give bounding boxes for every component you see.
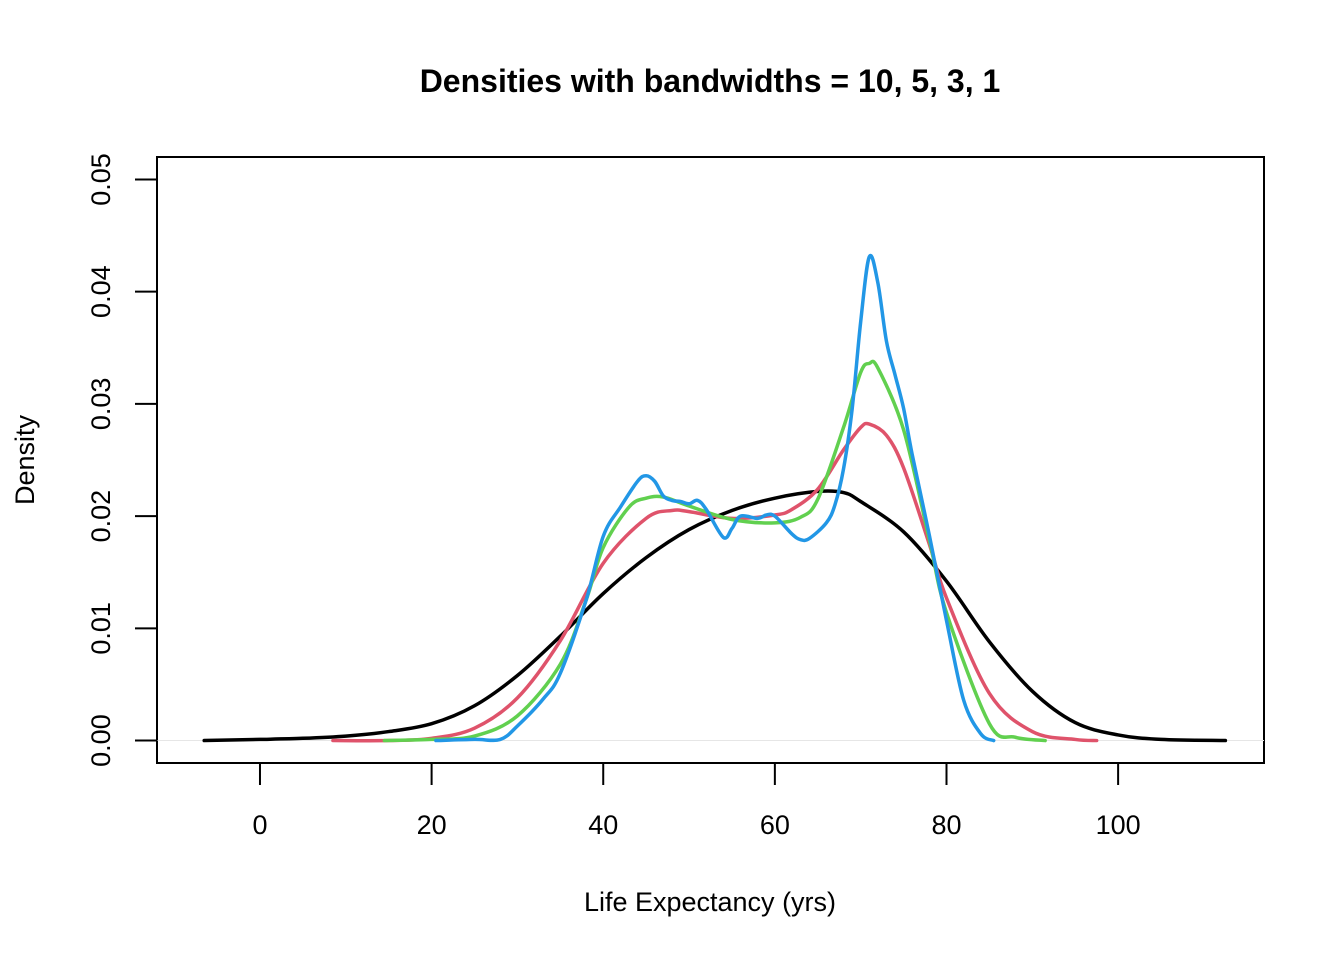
density-line-3 [382,359,1047,743]
y-tick-label: 0.00 [86,714,116,767]
y-axis: 0.00 0.01 0.02 0.03 0.04 0.05 [86,153,158,767]
density-line-1 [202,489,1228,743]
chart-title: Densities with bandwidths = 10, 5, 3, 1 [420,63,1001,99]
y-axis-label: Density [10,414,40,505]
density-line-2 [331,421,1099,743]
series-layer [202,253,1228,743]
y-tick-label: 0.05 [86,153,116,206]
x-tick-label: 20 [417,810,447,840]
x-tick-label: 100 [1096,810,1141,840]
x-tick-label: 60 [760,810,790,840]
x-tick-label: 40 [588,810,618,840]
x-axis-label: Life Expectancy (yrs) [584,887,836,917]
x-tick-label: 0 [252,810,267,840]
plot-frame [156,156,1265,764]
x-tick-label: 80 [931,810,961,840]
x-axis: 0 20 40 60 80 100 [252,762,1141,840]
density-line-4 [434,253,996,743]
y-tick-label: 0.01 [86,602,116,655]
y-tick-label: 0.03 [86,378,116,431]
y-tick-label: 0.02 [86,490,116,543]
y-tick-label: 0.04 [86,265,116,318]
